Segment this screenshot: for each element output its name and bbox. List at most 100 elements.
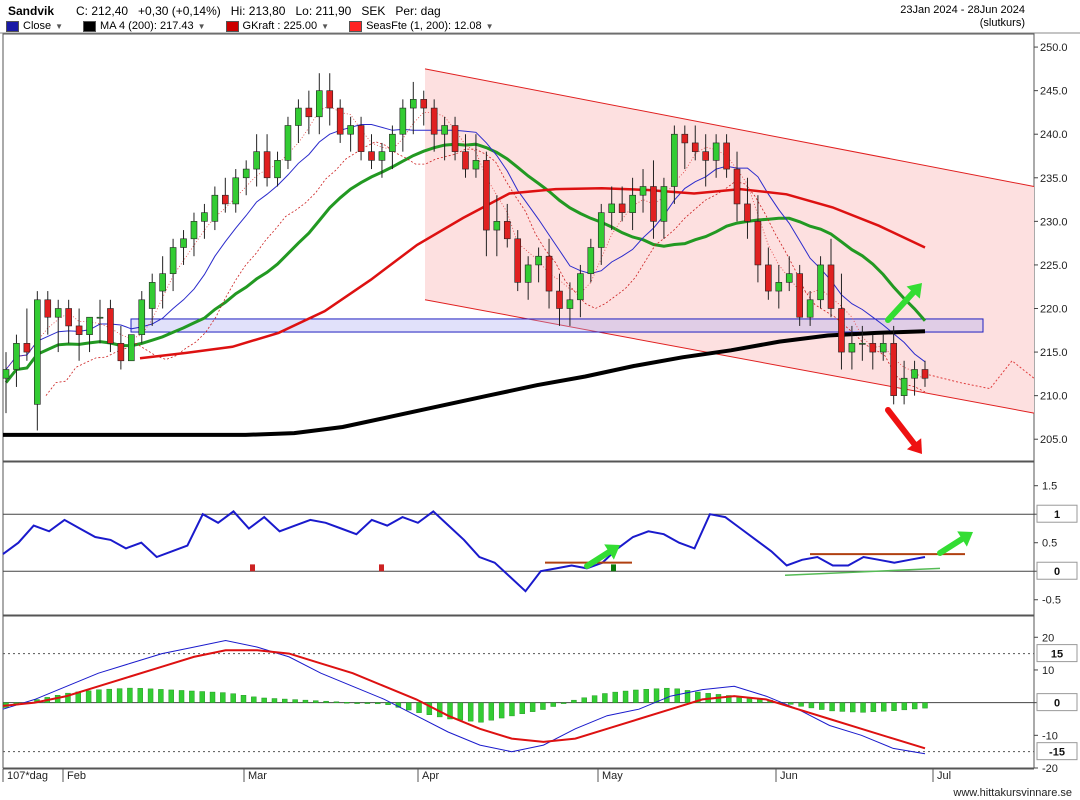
divergence-bar: [364, 702, 371, 704]
legend-label-ema: Ema (9): -13,97: [178, 620, 255, 632]
divergence-bar: [757, 698, 763, 703]
divergence-bar: [839, 702, 846, 712]
divergence-bar: [726, 695, 732, 703]
panel-frames: [0, 32, 1080, 769]
candle-body: [577, 273, 584, 301]
divergence-bar: [540, 702, 546, 710]
divergence-bar: [375, 702, 381, 705]
legend-item-ma4[interactable]: MA 4 (200): 217.43 ▼: [77, 20, 206, 32]
candle-body: [2, 369, 10, 379]
chart-header: Sandvik C: 212,40 +0,30 (+0,14%) Hi: 213,8…: [0, 0, 1080, 34]
legend-label-bbb: BBB - WT : 0,19: [23, 466, 103, 478]
level-badge-text: 15: [1051, 649, 1063, 661]
divergence-bar: [127, 687, 133, 703]
divergence-bar: [488, 702, 495, 721]
candle-body: [754, 221, 762, 266]
legend-item-gkraft[interactable]: GKraft : 225.00 ▼: [220, 20, 330, 32]
candle-body: [472, 160, 480, 170]
candle-body: [503, 221, 511, 240]
level-badge: [1036, 644, 1078, 663]
legend-swatch-seasfte: [349, 20, 363, 32]
quote-line: C: 212,40 +0,30 (+0,14%) Hi: 213,80 Lo: 211…: [76, 4, 451, 18]
candles: [2, 73, 929, 431]
y-tick-label: 230.0: [1040, 216, 1068, 228]
y-tick-label: 240.0: [1040, 129, 1068, 141]
candle-body: [493, 221, 501, 231]
low-value: Lo: 211,90: [295, 4, 352, 18]
panel-settings-icon[interactable]: 🔧: [1000, 619, 1015, 633]
candle-body: [180, 238, 187, 248]
bbb-tick-label: 0: [1042, 566, 1048, 578]
close-value: C: 212,40: [76, 4, 129, 18]
trend-channel-lower: [424, 299, 1035, 414]
change-value: +0,30 (+0,14%): [138, 4, 221, 18]
dropdown-arrow-icon[interactable]: ▼: [485, 21, 494, 31]
panel-settings-icon[interactable]: 🔧: [1000, 464, 1015, 478]
divergence-bar: [684, 690, 691, 703]
candle-body: [430, 107, 438, 135]
legend-item-seasfte[interactable]: SeasFte (1, 200): 12.08 ▼: [343, 20, 494, 32]
legend-item-close[interactable]: Close ▼: [0, 20, 63, 32]
macd-tick-label: 0: [1042, 698, 1048, 710]
legend-item-positive[interactable]: Positive (2): 0: [116, 466, 207, 478]
bbb-tick-label: 1: [1042, 509, 1048, 521]
down-arrow-head: [906, 438, 922, 454]
legend-item-ema[interactable]: Ema (9): -13,97: [155, 620, 254, 632]
down-arrow-shaft: [885, 407, 918, 447]
divergence-bar: [65, 692, 71, 703]
divergence-bar: [457, 702, 464, 721]
legend-item-smacd[interactable]: SMACD (26, 12): -15,65: [0, 620, 141, 632]
divergence-bar: [674, 688, 680, 703]
legend-label-positive: Positive (2): 0: [139, 466, 207, 478]
trend-channel-fill: [425, 68, 1034, 414]
candle-body: [357, 125, 365, 152]
divergence-bar: [550, 702, 556, 707]
y-tick-label: 225.0: [1040, 260, 1068, 272]
x-tick-label: Feb: [67, 770, 86, 782]
dropdown-arrow-icon[interactable]: ▼: [321, 21, 330, 31]
divergence-bar: [922, 702, 928, 709]
legend-item-ma[interactable]: MA: [316, 466, 356, 478]
legend-swatch-divergence: [274, 620, 288, 632]
dropdown-arrow-icon[interactable]: ▼: [197, 21, 206, 31]
candle-body: [650, 186, 657, 222]
divergence-bar: [178, 690, 185, 703]
divergence-bar: [622, 690, 629, 703]
panel-close-icon[interactable]: ✕: [1018, 464, 1033, 478]
panel-frame: [2, 461, 1035, 616]
up-arrow-shaft: [584, 548, 613, 569]
candle-body: [169, 247, 177, 274]
divergence-bar: [581, 697, 587, 703]
divergence-bar: [653, 688, 660, 703]
divergence-bar: [261, 697, 267, 703]
divergence-bar: [901, 702, 908, 711]
divergence-bar: [808, 702, 815, 709]
bbb-line: [2, 510, 926, 593]
legend-item-divergence[interactable]: Divergence : -1,68: [268, 620, 381, 632]
divergence-bar: [798, 702, 804, 707]
panel-frame: [2, 33, 1035, 462]
divergence-bar: [591, 695, 598, 703]
divergence-bar: [385, 702, 391, 705]
divergence-bar: [106, 688, 112, 703]
candle-body: [107, 308, 114, 344]
candle-body: [399, 107, 407, 135]
dropdown-arrow-icon[interactable]: ▼: [55, 21, 64, 31]
candle-body: [128, 334, 135, 362]
candle-body: [587, 247, 595, 274]
candle-body: [702, 151, 709, 161]
legend-item-negative[interactable]: Negative : 0: [221, 466, 302, 478]
bbb-support-line: [784, 567, 941, 576]
legend-label-ma4: MA 4 (200): 217.43: [100, 20, 194, 32]
divergence-bar: [230, 693, 236, 703]
legend-label-ma: MA: [339, 466, 356, 478]
candle-body: [879, 343, 887, 353]
divergence-bar: [519, 702, 525, 714]
symbol-title: Sandvik: [8, 4, 55, 18]
divergence-bar: [829, 702, 835, 712]
legend-item-bbb[interactable]: BBB - WT : 0,19: [0, 466, 102, 478]
legend-swatch-close: [6, 20, 19, 32]
candle-body: [211, 194, 219, 222]
bbb-marker-bar: [611, 564, 616, 572]
panel-close-icon[interactable]: ✕: [1018, 619, 1033, 633]
